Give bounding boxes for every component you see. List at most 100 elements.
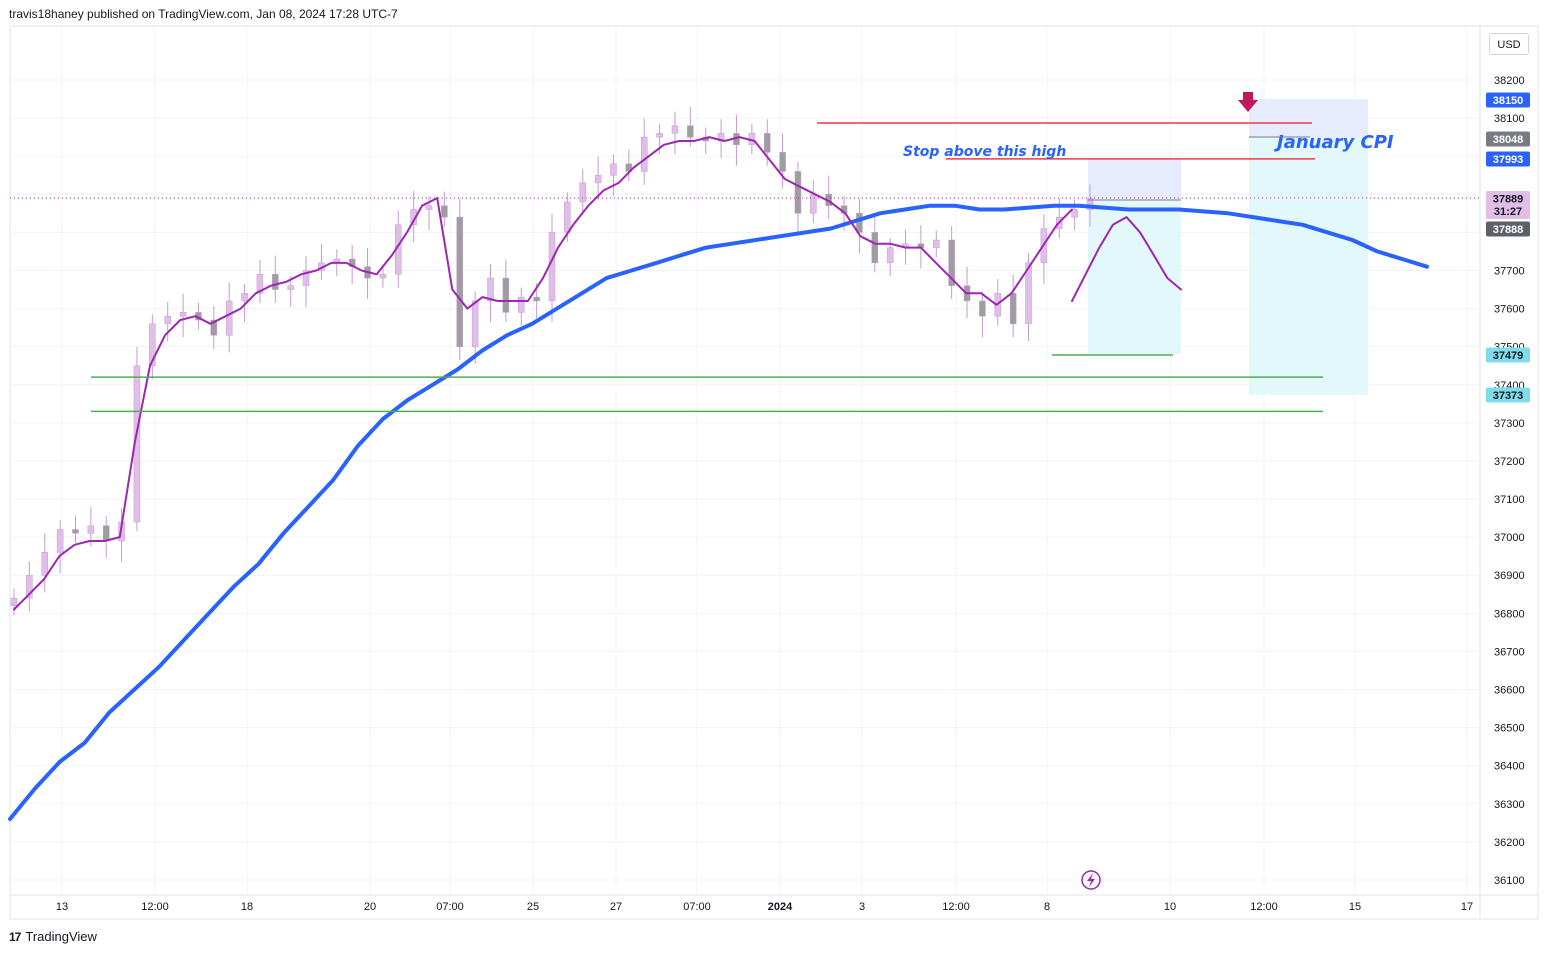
currency-button[interactable]: USD [1489,33,1529,55]
x-tick-label: 25 [527,901,539,913]
y-tick-label: 37300 [1494,418,1525,430]
candle-body [548,232,556,302]
cpi-annotation: January CPI [1274,132,1394,153]
stop-zone [1088,158,1181,199]
y-tick-label: 37700 [1494,265,1525,277]
price-badge [1486,221,1530,237]
candle-body [379,274,387,279]
x-tick-label: 12:00 [942,901,970,913]
y-tick-label: 37100 [1494,494,1525,506]
y-tick-label: 38200 [1494,75,1525,87]
x-tick-label: 17 [1461,901,1473,913]
countdown-label: 31:27 [1494,206,1522,218]
candle-body [933,239,940,248]
price-badge [1486,387,1530,403]
price-badge-label: 37889 [1493,194,1524,206]
candle-body [149,323,156,366]
cpi-target-zone [1249,137,1368,396]
x-tick-label: 13 [56,901,68,913]
price-badge-label: 37373 [1493,390,1524,402]
candle-body [179,312,187,317]
tradingview-logo[interactable]: 17 TradingView [9,929,97,944]
candle-body [656,133,663,138]
candle-body [72,529,79,534]
candle-body [241,293,248,302]
candle-body [456,216,464,347]
price-badge [1486,131,1530,147]
candle-body [26,574,33,599]
candle-body [56,529,64,553]
y-tick-label: 36200 [1494,837,1525,849]
x-tick-label: 18 [241,901,253,913]
y-tick-label: 36600 [1494,685,1525,697]
y-tick-label: 36800 [1494,608,1525,620]
down-arrow-icon [1238,92,1258,112]
projection-line [1071,216,1182,302]
candle-body [287,285,294,290]
candle-body [564,201,571,233]
candle-body [425,205,433,210]
candle-body [533,296,540,302]
x-tick-label: 10 [1164,901,1176,913]
price-badge [1486,347,1530,363]
candle-body [471,300,479,347]
time-axis: 13 12:00 18 20 07:00 25 27 07:00 2024 3 12:00 8 10 12… [56,901,1473,913]
y-tick-label: 37000 [1494,532,1525,544]
x-tick-label: 12:00 [141,901,169,913]
x-tick-label: 8 [1044,901,1050,913]
y-tick-label: 36500 [1494,723,1525,735]
x-tick-label: 12:00 [1250,901,1278,913]
candle-body [518,296,525,313]
candle-body [856,213,863,233]
price-badge-label: 37479 [1493,350,1524,362]
candle-body [640,136,648,172]
price-badge-label: 38150 [1493,95,1524,107]
candle-body [871,232,879,264]
candle-body [102,525,110,542]
y-tick-label: 36400 [1494,761,1525,773]
price-badge-label: 37888 [1493,224,1524,236]
y-tick-label: 36300 [1494,799,1525,811]
candle-body [487,277,494,302]
candle-body [886,247,894,264]
price-badge [1486,191,1530,219]
brand-name: TradingView [25,929,97,944]
candle-body [441,205,448,218]
candle-body [810,194,817,214]
candle-body [10,597,18,606]
x-tick-label: 07:00 [436,901,464,913]
candle-body [948,239,955,286]
candle-body [779,152,786,172]
candle-body [502,277,510,313]
candle-body [763,133,771,153]
publish-header: travis18haney published on TradingView.c… [9,7,398,21]
logo-mark-icon: 17 [9,929,21,944]
stop-annotation: Stop above this high [903,144,1066,160]
lightning-icon[interactable] [1081,870,1101,890]
candle-body [687,125,694,138]
y-tick-label: 37200 [1494,456,1525,468]
ema-short-line [13,136,1073,611]
price-badge-label: 37993 [1493,154,1524,166]
candle-body [1025,262,1032,325]
y-tick-label: 36900 [1494,570,1525,582]
x-tick-label: 20 [364,901,376,913]
candle-body [225,300,233,336]
candle-body [272,274,279,290]
cpi-stop-zone [1249,99,1368,138]
y-tick-label: 38100 [1494,113,1525,125]
candle-body [794,171,802,214]
y-tick-label: 37600 [1494,304,1525,316]
candle-body [979,300,986,317]
chart-frame [9,25,1539,920]
candle-body [610,163,617,176]
candle-body [164,315,171,325]
candles [10,107,1094,616]
candle-body [87,525,95,534]
y-tick-label: 36100 [1494,875,1525,887]
x-tick-label: 2024 [768,901,793,913]
price-badge [1486,151,1530,167]
candle-body [671,125,679,134]
candle-body [302,270,310,286]
